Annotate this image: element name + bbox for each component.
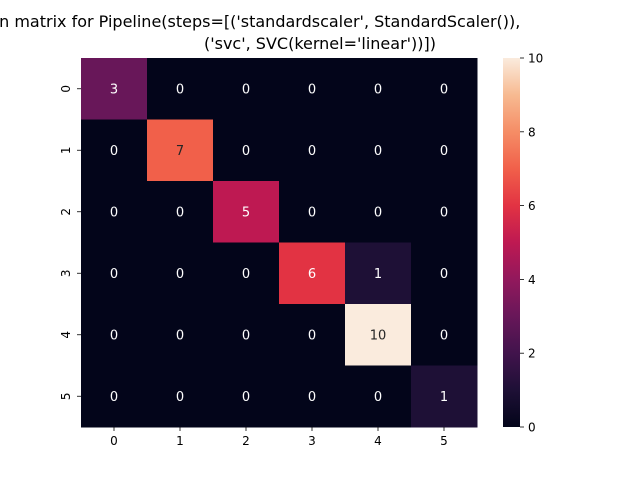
heatmap-annotations: 3 0 0 0 0 00 7 0 0 0 00 0 5 0 0 00 0 0 6 1 00 0 0 0 10 00 0 0 0 0 1 bbox=[110, 82, 448, 405]
y-tick-label: 4 bbox=[59, 331, 73, 339]
heatmap-cell-label: 5 bbox=[242, 205, 250, 220]
colorbar bbox=[503, 58, 520, 427]
colorbar-tick-label: 4 bbox=[528, 273, 536, 287]
heatmap-cell-label: 0 bbox=[110, 328, 118, 343]
y-tick-label: 2 bbox=[59, 208, 73, 216]
heatmap-cell bbox=[345, 58, 412, 120]
heatmap-cell bbox=[147, 58, 214, 120]
heatmap-cell-label: 0 bbox=[110, 144, 118, 159]
heatmap-cell bbox=[279, 304, 346, 366]
heatmap-cell bbox=[279, 365, 346, 428]
heatmap-cell-label: 1 bbox=[440, 390, 448, 405]
heatmap-cell-label: 0 bbox=[308, 328, 316, 343]
heatmap-cell bbox=[147, 365, 214, 428]
heatmap-cell bbox=[81, 181, 148, 243]
heatmap-cell bbox=[213, 242, 280, 305]
heatmap-cell-label: 0 bbox=[110, 267, 118, 282]
heatmap-cell bbox=[81, 58, 148, 120]
heatmap-cell-label: 0 bbox=[110, 390, 118, 405]
y-tick-label: 5 bbox=[59, 392, 73, 400]
colorbar-tick-label: 0 bbox=[528, 421, 536, 435]
heatmap-cell-label: 0 bbox=[242, 328, 250, 343]
heatmap-cell bbox=[279, 242, 346, 305]
heatmap-cell bbox=[213, 304, 280, 366]
x-tick-label: 4 bbox=[374, 434, 382, 448]
heatmap-cell-label: 3 bbox=[110, 82, 118, 97]
y-axis-ticks: 0 1 2 3 4 5 bbox=[59, 85, 81, 400]
y-tick-label: 3 bbox=[59, 269, 73, 277]
heatmap-cell-label: 0 bbox=[176, 267, 184, 282]
heatmap-cell-label: 0 bbox=[440, 82, 448, 97]
heatmap-cell bbox=[279, 181, 346, 243]
heatmap-cell-label: 0 bbox=[440, 267, 448, 282]
heatmap-cell-label: 6 bbox=[308, 267, 316, 282]
heatmap-cell-label: 0 bbox=[440, 205, 448, 220]
heatmap-cell-label: 1 bbox=[374, 267, 382, 282]
colorbar-tick-label: 8 bbox=[528, 125, 536, 139]
colorbar-tick-label: 10 bbox=[528, 52, 543, 66]
chart-title-line-2: ('svc', SVC(kernel='linear'))]) bbox=[204, 34, 436, 53]
heatmap-cell bbox=[213, 365, 280, 428]
y-tick-label: 0 bbox=[59, 85, 73, 93]
heatmap-cell-label: 10 bbox=[370, 328, 387, 343]
heatmap-cell bbox=[147, 181, 214, 243]
y-tick-label: 1 bbox=[59, 146, 73, 154]
x-tick-label: 0 bbox=[110, 434, 118, 448]
heatmap-cell bbox=[147, 242, 214, 305]
heatmap-cell bbox=[345, 365, 412, 428]
heatmap-cell-label: 0 bbox=[110, 205, 118, 220]
heatmap-cell-label: 0 bbox=[242, 390, 250, 405]
heatmap-cell-label: 0 bbox=[308, 205, 316, 220]
x-tick-label: 1 bbox=[176, 434, 184, 448]
heatmap-cell bbox=[213, 181, 280, 243]
colorbar-tick-label: 6 bbox=[528, 199, 536, 213]
heatmap-cell-label: 0 bbox=[308, 390, 316, 405]
heatmap-cell bbox=[411, 365, 478, 428]
heatmap-cell bbox=[147, 304, 214, 366]
heatmap-cell-label: 0 bbox=[440, 328, 448, 343]
heatmap-cell-label: 0 bbox=[374, 82, 382, 97]
heatmap-cell bbox=[279, 119, 346, 182]
heatmap-cell-label: 7 bbox=[176, 144, 184, 159]
colorbar-ticks: 0 2 4 6 8 10 bbox=[520, 52, 543, 435]
heatmap-cell bbox=[81, 365, 148, 428]
heatmap-cell-label: 0 bbox=[374, 205, 382, 220]
heatmap-cell-label: 0 bbox=[308, 144, 316, 159]
heatmap-cell-label: 0 bbox=[440, 144, 448, 159]
heatmap-cell bbox=[81, 119, 148, 182]
x-tick-label: 2 bbox=[242, 434, 250, 448]
heatmap-cell bbox=[345, 181, 412, 243]
heatmap-cell bbox=[411, 304, 478, 366]
heatmap-cell bbox=[81, 242, 148, 305]
heatmap-cell bbox=[411, 58, 478, 120]
heatmap-cell bbox=[81, 304, 148, 366]
heatmap-cell bbox=[411, 119, 478, 182]
heatmap-cell bbox=[345, 242, 412, 305]
heatmap-cell-label: 0 bbox=[176, 82, 184, 97]
x-axis-ticks: 0 1 2 3 4 5 bbox=[110, 427, 448, 448]
heatmap-cells bbox=[81, 58, 478, 428]
heatmap-cell-label: 0 bbox=[374, 390, 382, 405]
heatmap-cell bbox=[411, 242, 478, 305]
x-tick-label: 5 bbox=[440, 434, 448, 448]
x-tick-label: 3 bbox=[308, 434, 316, 448]
heatmap-cell bbox=[213, 119, 280, 182]
heatmap-cell bbox=[345, 304, 412, 366]
heatmap-cell-label: 0 bbox=[374, 144, 382, 159]
chart-title-line-1: Confusion matrix for Pipeline(steps=[('s… bbox=[0, 12, 520, 31]
heatmap-cell-label: 0 bbox=[242, 267, 250, 282]
heatmap-cell-label: 0 bbox=[242, 82, 250, 97]
heatmap-cell-label: 0 bbox=[176, 328, 184, 343]
heatmap-cell bbox=[213, 58, 280, 120]
colorbar-tick-label: 2 bbox=[528, 347, 536, 361]
heatmap-cell bbox=[411, 181, 478, 243]
heatmap-cell bbox=[279, 58, 346, 120]
heatmap-cell-label: 0 bbox=[242, 144, 250, 159]
heatmap-cell-label: 0 bbox=[176, 205, 184, 220]
heatmap-cell bbox=[345, 119, 412, 182]
heatmap-cell-label: 0 bbox=[176, 390, 184, 405]
heatmap-cell bbox=[147, 119, 214, 182]
heatmap-cell-label: 0 bbox=[308, 82, 316, 97]
